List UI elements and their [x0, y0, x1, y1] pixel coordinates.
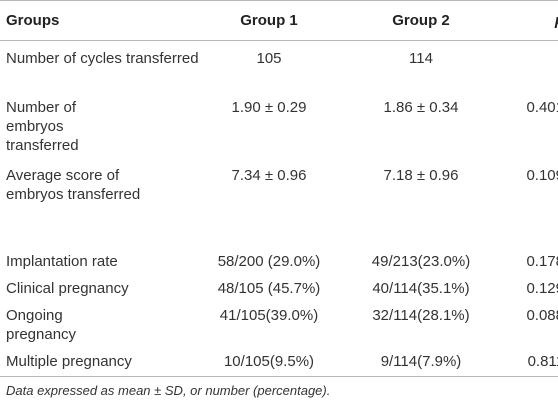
group-1-value: 41/105(39.0%) [219, 306, 319, 324]
p-value: 0.178 [526, 252, 558, 270]
table-row: Clinical pregnancy 48/105 (45.7%) 40/114… [0, 271, 558, 298]
group-2-value: 49/213(23.0%) [371, 252, 471, 270]
p-value: 0.088 [526, 306, 558, 324]
row-label: Multiple pregnancy [0, 343, 204, 377]
row-label: Number of embryos transferred [6, 98, 79, 154]
group-2-value: 1.86 ± 0.34 [383, 98, 459, 116]
p-value: - [508, 41, 558, 90]
table-row: Number of embryos transferred 1.90 ± 0.2… [0, 90, 558, 158]
table-header-row: Groups Group 1 Group 2 p [0, 0, 558, 41]
row-label: Ongoing pregnancy [6, 306, 77, 343]
row-label: Number of cycles transferred [6, 50, 199, 67]
group-1-value: 48/105 (45.7%) [217, 279, 321, 297]
table-row: Number of cycles transferred 105 114 - [0, 41, 558, 90]
table-row: Multiple pregnancy 10/105(9.5%) 9/114(7.… [0, 343, 558, 377]
group-2-value: 114 [409, 50, 433, 67]
group-2-value: 32/114(28.1%) [372, 306, 470, 324]
header-group-2: Group 2 [334, 0, 508, 41]
row-label: Average score of embryos transferred [6, 166, 141, 203]
header-group-1: Group 1 [204, 0, 334, 41]
table-row: Ongoing pregnancy 41/105(39.0%) 32/114(2… [0, 298, 558, 344]
group-1-value: 7.34 ± 0.96 [231, 166, 307, 184]
group-2-value: 9/114(7.9%) [334, 343, 508, 377]
row-label: Clinical pregnancy [6, 279, 129, 297]
group-1-value: 1.90 ± 0.29 [231, 98, 307, 116]
group-1-value: 58/200 (29.0%) [217, 252, 321, 270]
group-1-value: 105 [256, 50, 282, 67]
table-row: Implantation rate 58/200 (29.0%) 49/213(… [0, 244, 558, 271]
header-groups: Groups [0, 0, 204, 41]
row-label: Implantation rate [6, 252, 118, 270]
table-row: Average score of embryos transferred 7.3… [0, 158, 558, 244]
group-1-value: 10/105(9.5%) [204, 343, 334, 377]
group-2-value: 40/114(35.1%) [372, 279, 470, 297]
p-value: 0.129 [526, 279, 558, 297]
p-value: 0.109 [526, 166, 558, 184]
table-footnote: Data expressed as mean ± SD, or number (… [6, 383, 331, 398]
group-2-value: 7.18 ± 0.96 [383, 166, 459, 184]
p-value: 0.401 [526, 98, 558, 116]
header-p: p [508, 0, 558, 41]
p-value: 0.811 [508, 343, 558, 377]
results-table: Groups Group 1 Group 2 p Number of cycle… [0, 0, 558, 377]
